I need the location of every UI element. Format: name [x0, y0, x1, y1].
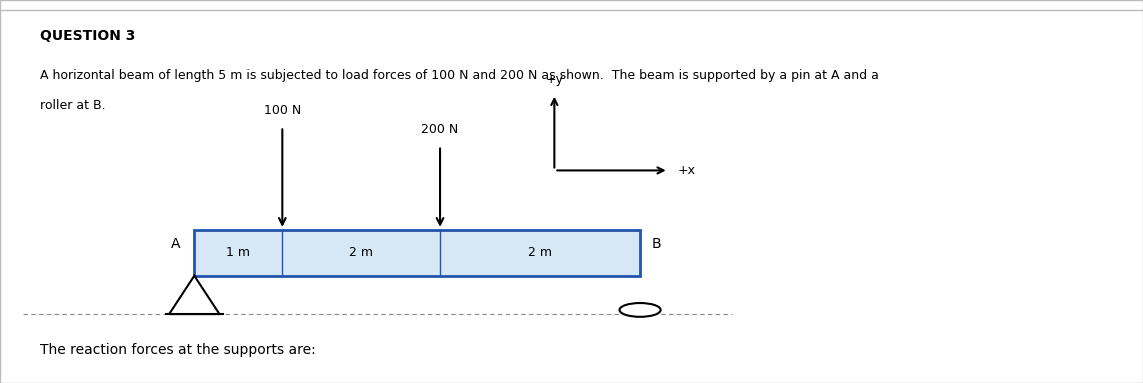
Text: QUESTION 3: QUESTION 3 — [40, 29, 135, 43]
Text: 2 m: 2 m — [528, 246, 552, 259]
Bar — [194, 230, 640, 276]
Text: 1 m: 1 m — [226, 246, 250, 259]
Text: The reaction forces at the supports are:: The reaction forces at the supports are: — [40, 343, 315, 357]
Text: +x: +x — [678, 164, 696, 177]
Text: B: B — [652, 237, 661, 252]
Circle shape — [620, 303, 661, 317]
Text: A: A — [171, 237, 181, 252]
Text: 100 N: 100 N — [264, 104, 301, 117]
Text: 2 m: 2 m — [350, 246, 373, 259]
Text: +y: +y — [545, 73, 563, 86]
Polygon shape — [169, 276, 219, 314]
Text: 200 N: 200 N — [422, 123, 458, 136]
Text: A horizontal beam of length 5 m is subjected to load forces of 100 N and 200 N a: A horizontal beam of length 5 m is subje… — [40, 69, 879, 82]
Text: roller at B.: roller at B. — [40, 99, 105, 112]
